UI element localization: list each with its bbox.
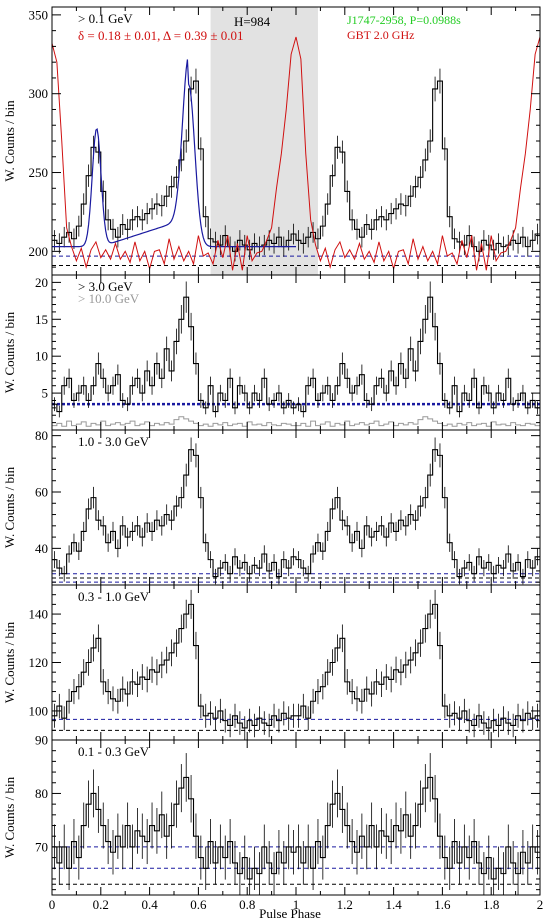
h-test-label: H=984 (234, 14, 271, 29)
panel-1to3gev: 40 60 80 W. Counts / bin 1.0 - 3.0 GeV (2, 428, 541, 586)
x-tick-label: 0.4 (141, 897, 158, 912)
gamma-histogram (52, 296, 540, 413)
energy-band-label: > 0.1 GeV (78, 11, 133, 26)
y-tick-label: 80 (35, 786, 48, 801)
y-tick-label: 40 (35, 541, 48, 556)
y-tick-label: 250 (29, 165, 49, 180)
y-tick-label: 300 (29, 86, 49, 101)
x-tick-label: 0.2 (93, 897, 109, 912)
y-tick-label: 70 (35, 839, 48, 854)
radio-label: GBT 2.0 GHz (347, 28, 414, 42)
y-axis-label: W. Counts / bin (2, 100, 17, 182)
gamma-histogram (52, 776, 540, 880)
panel-top: 200 250 300 350 W. Counts / bin > 0.1 GeV δ = … (2, 6, 541, 276)
y-tick-label: 15 (35, 312, 48, 327)
x-tick-label: 1.6 (434, 897, 451, 912)
y-tick-label: 350 (29, 7, 49, 22)
plot-area (52, 753, 540, 895)
fit-curve (52, 59, 296, 248)
energy-band-label-secondary: > 10.0 GeV (78, 291, 140, 306)
x-tick-label: 1.8 (483, 897, 499, 912)
x-tick-label: 1.4 (385, 897, 402, 912)
y-axis-label: W. Counts / bin (2, 621, 17, 703)
plot-area (52, 7, 540, 275)
gamma-histogram (52, 80, 540, 252)
y-tick-label: 20 (35, 275, 48, 290)
x-tick-label: 1 (293, 897, 300, 912)
gamma-histogram (52, 449, 540, 578)
panel-0.1to0.3gev: 70 80 90 W. Counts / bin 0.1 - 0.3 GeV 0 0.2 0.… (2, 733, 543, 913)
energy-band-label: 0.1 - 0.3 GeV (78, 744, 150, 759)
x-tick-label: 1.2 (337, 897, 353, 912)
y-tick-label: 10 (35, 349, 48, 364)
x-tick-label: 0 (49, 897, 56, 912)
panel-3gev: 5 10 15 20 W. Counts / bin > 3.0 GeV> 10.0 Ge… (2, 274, 541, 431)
plot-area (52, 437, 540, 585)
y-tick-label: 140 (29, 607, 49, 622)
panel-frame (51, 429, 541, 586)
y-tick-label: 80 (35, 428, 48, 443)
offpulse-shading (210, 7, 318, 275)
y-tick-label: 90 (35, 733, 48, 748)
x-tick-label: 2 (537, 897, 544, 912)
plot-area (52, 589, 540, 740)
x-axis-label: Pulse Phase (259, 906, 321, 921)
y-tick-label: 100 (29, 703, 49, 718)
gamma-histogram (52, 603, 540, 729)
y-tick-label: 5 (42, 386, 49, 401)
source-label: J1747-2958, P=0.0988s (347, 13, 461, 27)
panel-0.3to1gev: 100 120 140 W. Counts / bin 0.3 - 1.0 GeV (2, 584, 541, 741)
x-tick-label: 0.6 (190, 897, 207, 912)
y-tick-label: 60 (35, 485, 48, 500)
radio-profile (52, 36, 540, 271)
energy-band-label: > 3.0 GeV (78, 279, 133, 294)
energy-band-label: 1.0 - 3.0 GeV (78, 434, 150, 449)
x-tick-label: 0.8 (239, 897, 255, 912)
y-tick-label: 200 (29, 244, 49, 259)
panel-frame (51, 739, 541, 896)
y-axis-label: W. Counts / bin (2, 466, 17, 548)
energy-band-label: 0.3 - 1.0 GeV (78, 589, 150, 604)
y-tick-label: 120 (29, 655, 49, 670)
y-axis-label: W. Counts / bin (2, 311, 17, 393)
fit-parameters-label: δ = 0.18 ± 0.01, Δ = 0.39 ± 0.01 (78, 28, 243, 43)
y-axis-label: W. Counts / bin (2, 776, 17, 858)
